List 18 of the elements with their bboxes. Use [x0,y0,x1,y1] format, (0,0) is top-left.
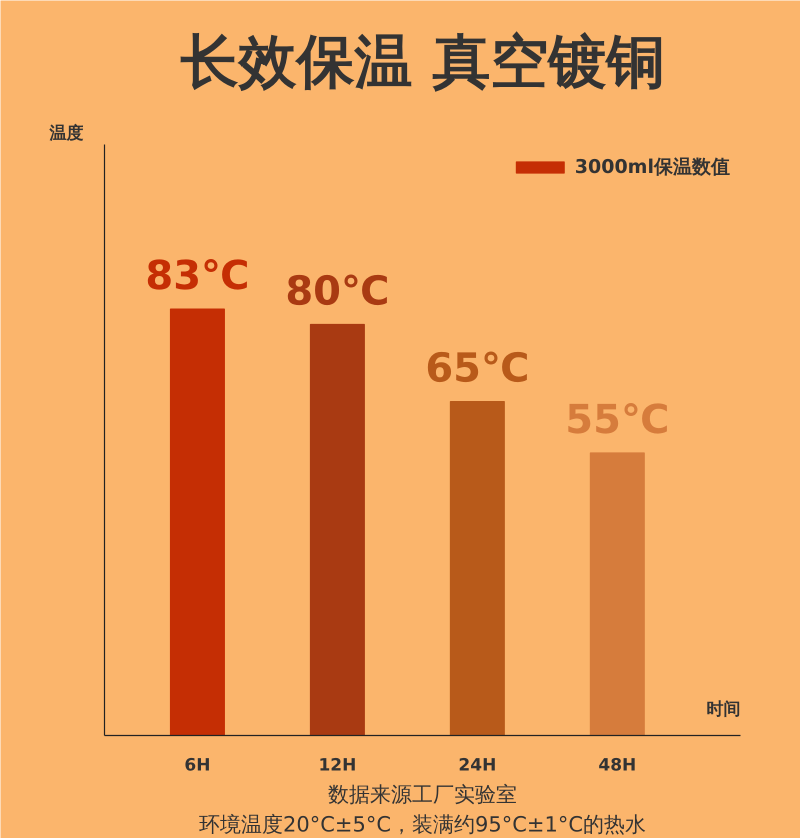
x-tick-label: 6H [184,756,210,776]
bar [310,324,365,736]
bar [590,452,645,736]
chart-title: 长效保温 真空镀铜 [179,28,665,96]
data-label: 83℃ [145,252,250,299]
text: 环境温度20°C±5°C，装满约95°C±1°C的热水 [198,812,646,836]
data-label: 65℃ [425,345,530,392]
x-axis-title: 时间 [706,700,740,720]
text: 数据来源工厂实验室 [328,782,517,806]
legend-label: 3000ml保温数值 [574,155,730,180]
y-axis-title: 温度 [48,124,84,144]
data-label: 55℃ [565,396,670,443]
bar [170,308,225,736]
data-label: 80℃ [285,268,390,314]
x-tick-label: 12H [318,756,356,776]
bar [450,400,505,736]
x-tick-label: 48H [598,756,636,776]
x-tick-label: 24H [458,756,496,776]
